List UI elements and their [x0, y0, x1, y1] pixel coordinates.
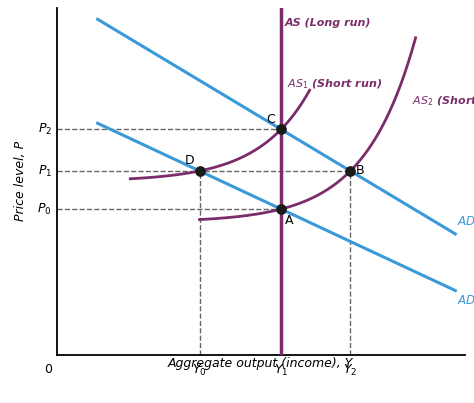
Text: 0: 0 — [44, 364, 52, 376]
Text: $AS_2$ (Short run): $AS_2$ (Short run) — [411, 95, 474, 108]
Text: A: A — [285, 214, 294, 227]
Text: $AD_1$: $AD_1$ — [457, 215, 474, 231]
Text: $AD_2$: $AD_2$ — [457, 294, 474, 309]
Text: $AS_1$ (Short run): $AS_1$ (Short run) — [287, 77, 383, 91]
Point — [346, 168, 354, 174]
Text: B: B — [356, 164, 364, 177]
Text: $P_1$: $P_1$ — [38, 163, 52, 179]
Text: Price level, P: Price level, P — [14, 141, 27, 221]
Text: $Y_2$: $Y_2$ — [343, 364, 357, 378]
Text: C: C — [266, 113, 275, 126]
Text: $P_2$: $P_2$ — [38, 122, 52, 137]
Point — [196, 168, 203, 174]
Text: $Y_0$: $Y_0$ — [192, 364, 207, 378]
Text: AS (Long run): AS (Long run) — [285, 19, 372, 29]
Point — [277, 126, 285, 133]
Text: D: D — [185, 154, 195, 168]
Text: $P_0$: $P_0$ — [37, 202, 52, 217]
Text: $Y_1$: $Y_1$ — [274, 364, 288, 378]
Point — [277, 206, 285, 212]
X-axis label: Aggregate output (income), Y: Aggregate output (income), Y — [168, 357, 354, 370]
